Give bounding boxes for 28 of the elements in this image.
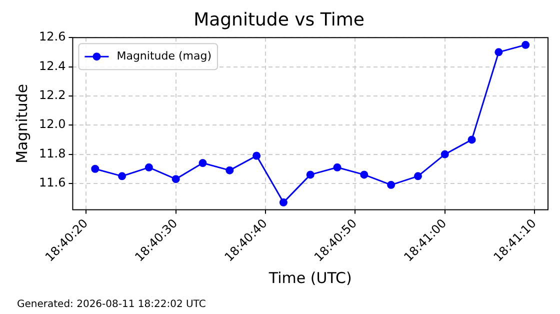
y-tick-label: 12.6: [39, 30, 66, 44]
point: [387, 180, 396, 189]
point: [252, 152, 261, 160]
text: Generated: 2026-08-11 18:22:02 UTC: [17, 299, 206, 310]
point: [360, 170, 368, 179]
y-tick-label: 11.6: [39, 176, 66, 190]
x-axis-title: Time (UTC): [268, 268, 352, 287]
point: [144, 163, 153, 172]
point: [494, 48, 503, 56]
point: [333, 163, 342, 172]
y-tick-label: 12.2: [39, 88, 66, 102]
point: [279, 198, 288, 206]
y-tick-label: 12.0: [39, 117, 66, 132]
y-axis-title: Magnitude: [12, 84, 31, 164]
point: [172, 175, 180, 184]
chart-title: Magnitude vs Time: [194, 9, 364, 30]
point: [91, 164, 100, 173]
point: [522, 40, 530, 49]
point: [226, 166, 234, 174]
point: [118, 172, 126, 180]
point: [198, 159, 207, 168]
point: [468, 136, 476, 144]
legend-label: Magnitude (mag): [116, 49, 212, 62]
point: [306, 170, 314, 179]
point: [414, 172, 422, 180]
point: [440, 150, 449, 158]
y-tick-label: 12.4: [39, 58, 66, 73]
y-tick-label: 11.8: [39, 146, 66, 160]
